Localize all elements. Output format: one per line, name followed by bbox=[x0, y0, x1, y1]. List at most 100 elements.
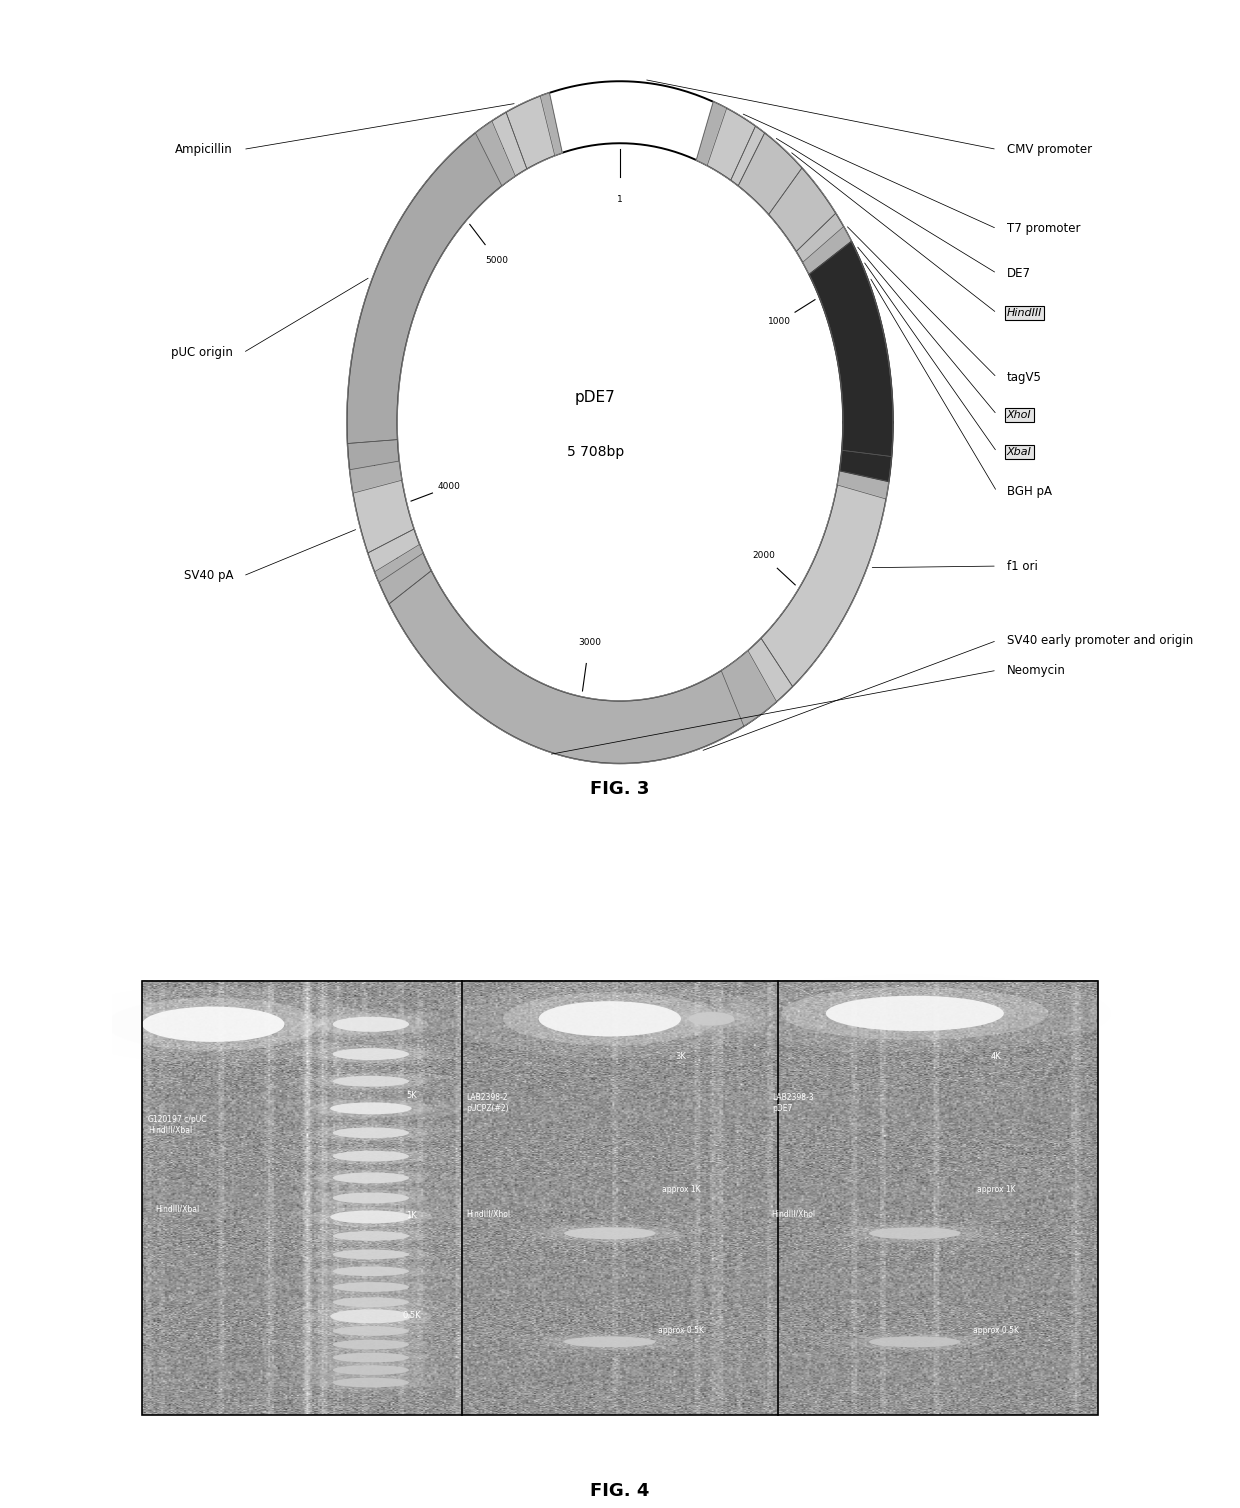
Ellipse shape bbox=[286, 1041, 455, 1068]
Text: FIG. 3: FIG. 3 bbox=[590, 780, 650, 798]
Ellipse shape bbox=[281, 1202, 460, 1232]
Text: SV40 early promoter and origin: SV40 early promoter and origin bbox=[1007, 633, 1193, 647]
Ellipse shape bbox=[510, 1330, 711, 1354]
Ellipse shape bbox=[869, 1336, 961, 1347]
Text: XhoI: XhoI bbox=[1007, 410, 1032, 419]
Text: 5 708bp: 5 708bp bbox=[567, 445, 624, 458]
Ellipse shape bbox=[688, 1012, 734, 1025]
Text: 0.5K: 0.5K bbox=[402, 1310, 420, 1320]
Ellipse shape bbox=[332, 1172, 409, 1184]
Polygon shape bbox=[810, 241, 893, 457]
Ellipse shape bbox=[677, 1009, 745, 1028]
Ellipse shape bbox=[454, 980, 766, 1057]
Text: HindIII/Xhol: HindIII/Xhol bbox=[771, 1209, 815, 1218]
Text: 10K: 10K bbox=[672, 955, 689, 964]
Ellipse shape bbox=[314, 1350, 428, 1365]
Text: 4K: 4K bbox=[991, 1053, 1002, 1062]
Ellipse shape bbox=[286, 1291, 455, 1313]
Polygon shape bbox=[492, 113, 527, 176]
Text: LAB2398-3
pDE7: LAB2398-3 pDE7 bbox=[773, 1093, 813, 1113]
Ellipse shape bbox=[310, 1099, 432, 1117]
Ellipse shape bbox=[332, 1128, 409, 1139]
Ellipse shape bbox=[314, 1363, 428, 1377]
Ellipse shape bbox=[314, 1338, 428, 1351]
Ellipse shape bbox=[330, 1309, 412, 1324]
Ellipse shape bbox=[510, 1220, 711, 1247]
Polygon shape bbox=[379, 553, 432, 603]
Text: approx 0.5K: approx 0.5K bbox=[973, 1327, 1019, 1336]
Ellipse shape bbox=[330, 1211, 412, 1223]
Ellipse shape bbox=[661, 1004, 761, 1034]
Ellipse shape bbox=[815, 1330, 1016, 1354]
Text: 1000: 1000 bbox=[768, 318, 791, 326]
Polygon shape bbox=[347, 133, 502, 443]
Ellipse shape bbox=[815, 1220, 1016, 1247]
Text: G120197.c/pUC
HindIII/Xbal: G120197.c/pUC HindIII/Xbal bbox=[148, 1114, 207, 1134]
Ellipse shape bbox=[286, 1224, 455, 1247]
Text: 5K: 5K bbox=[407, 1092, 417, 1101]
Polygon shape bbox=[353, 480, 414, 553]
Polygon shape bbox=[697, 103, 802, 214]
Text: 5000: 5000 bbox=[486, 256, 508, 265]
Ellipse shape bbox=[286, 1261, 455, 1282]
Ellipse shape bbox=[286, 1145, 455, 1169]
Ellipse shape bbox=[846, 1333, 983, 1350]
Polygon shape bbox=[730, 127, 765, 185]
Ellipse shape bbox=[541, 1333, 678, 1350]
Ellipse shape bbox=[314, 1324, 428, 1338]
Ellipse shape bbox=[314, 1295, 428, 1309]
Ellipse shape bbox=[314, 1229, 428, 1243]
Polygon shape bbox=[347, 440, 399, 469]
Polygon shape bbox=[707, 109, 755, 179]
Polygon shape bbox=[761, 486, 885, 686]
Ellipse shape bbox=[310, 1208, 432, 1226]
Text: approx 1K: approx 1K bbox=[662, 1185, 701, 1194]
Ellipse shape bbox=[286, 1244, 455, 1265]
Ellipse shape bbox=[286, 1166, 455, 1190]
Text: tagV5: tagV5 bbox=[1007, 371, 1042, 385]
Ellipse shape bbox=[332, 1282, 409, 1292]
Ellipse shape bbox=[846, 1224, 983, 1243]
Ellipse shape bbox=[286, 1007, 455, 1041]
Text: XbaI: XbaI bbox=[1007, 446, 1032, 457]
Polygon shape bbox=[748, 638, 792, 701]
Text: 1: 1 bbox=[618, 195, 622, 204]
Ellipse shape bbox=[332, 1267, 409, 1276]
Text: 10K: 10K bbox=[403, 955, 420, 964]
Text: f1 ori: f1 ori bbox=[1007, 559, 1038, 573]
Ellipse shape bbox=[332, 1378, 409, 1387]
Text: 1K: 1K bbox=[407, 1211, 417, 1220]
Text: T7 promoter: T7 promoter bbox=[1007, 222, 1080, 235]
Ellipse shape bbox=[826, 995, 1004, 1031]
Ellipse shape bbox=[332, 1250, 409, 1259]
Text: LAB2398-2
pUCPZ(#2): LAB2398-2 pUCPZ(#2) bbox=[466, 1093, 510, 1113]
Ellipse shape bbox=[503, 992, 717, 1045]
Text: HindIII/Xbal: HindIII/Xbal bbox=[155, 1205, 200, 1214]
Ellipse shape bbox=[286, 1333, 455, 1356]
Polygon shape bbox=[368, 529, 419, 572]
Ellipse shape bbox=[332, 1365, 409, 1375]
Text: 3000: 3000 bbox=[578, 638, 601, 647]
Ellipse shape bbox=[719, 974, 1111, 1053]
Ellipse shape bbox=[286, 1120, 455, 1145]
Text: SV40 pA: SV40 pA bbox=[184, 570, 233, 582]
Ellipse shape bbox=[143, 1007, 284, 1042]
Text: CMV promoter: CMV promoter bbox=[1007, 143, 1092, 155]
Ellipse shape bbox=[332, 1075, 409, 1087]
Ellipse shape bbox=[314, 1148, 428, 1164]
Ellipse shape bbox=[332, 1326, 409, 1336]
Polygon shape bbox=[796, 213, 843, 262]
Polygon shape bbox=[506, 97, 554, 169]
Text: FIG. 4: FIG. 4 bbox=[590, 1482, 650, 1500]
Ellipse shape bbox=[310, 1306, 432, 1327]
Ellipse shape bbox=[314, 1170, 428, 1185]
Ellipse shape bbox=[332, 1193, 409, 1203]
Ellipse shape bbox=[314, 1247, 428, 1262]
Ellipse shape bbox=[541, 1224, 678, 1243]
Ellipse shape bbox=[332, 1151, 409, 1161]
Ellipse shape bbox=[314, 1280, 428, 1294]
Ellipse shape bbox=[564, 1336, 656, 1347]
Text: BGH pA: BGH pA bbox=[1007, 486, 1052, 498]
Text: 2000: 2000 bbox=[751, 550, 775, 559]
Ellipse shape bbox=[286, 1185, 455, 1209]
